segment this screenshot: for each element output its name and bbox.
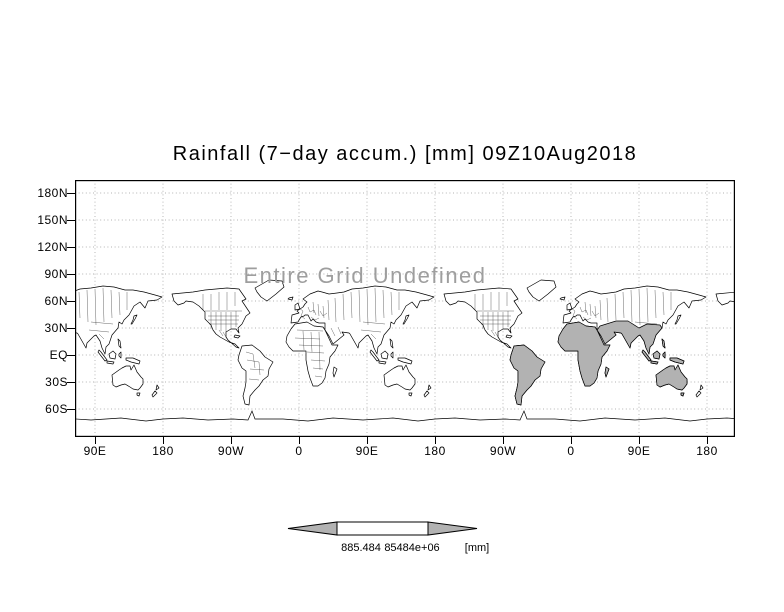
y-tick bbox=[67, 247, 75, 249]
x-tick bbox=[707, 437, 709, 444]
x-axis-label: 90W bbox=[489, 444, 517, 458]
y-axis-label: 120N bbox=[37, 240, 68, 254]
y-tick bbox=[67, 220, 75, 222]
x-tick bbox=[95, 437, 97, 444]
x-axis-label: 90E bbox=[627, 444, 651, 458]
x-tick bbox=[231, 437, 233, 444]
y-tick bbox=[67, 409, 75, 411]
colorbar-right-arrow bbox=[427, 521, 478, 536]
colorbar-max-label: 85484e+06 bbox=[384, 542, 440, 554]
colorbar-unit-label: [mm] bbox=[464, 542, 490, 554]
colorbar-min-label: 885.484 bbox=[341, 542, 381, 554]
y-tick bbox=[67, 355, 75, 357]
world-map bbox=[75, 180, 735, 437]
y-axis-label: 180N bbox=[37, 186, 68, 200]
y-axis-label: 30N bbox=[44, 321, 68, 335]
y-tick bbox=[67, 301, 75, 303]
x-axis-label: 90E bbox=[355, 444, 379, 458]
x-tick bbox=[639, 437, 641, 444]
y-tick bbox=[67, 193, 75, 195]
x-tick bbox=[367, 437, 369, 444]
y-axis-label: 30S bbox=[45, 375, 68, 389]
x-axis-label: 90W bbox=[217, 444, 245, 458]
x-axis-label: 0 bbox=[567, 444, 575, 458]
x-tick bbox=[503, 437, 505, 444]
y-axis-label: 90N bbox=[44, 267, 68, 281]
x-axis-label: 180 bbox=[424, 444, 446, 458]
plot-frame bbox=[75, 180, 735, 437]
x-tick bbox=[571, 437, 573, 444]
y-tick bbox=[67, 274, 75, 276]
map-plot-area: Entire Grid Undefined bbox=[75, 180, 735, 437]
y-axis-label: 150N bbox=[37, 213, 68, 227]
x-axis-label: 0 bbox=[295, 444, 303, 458]
colorbar bbox=[287, 521, 478, 536]
plot-title: Rainfall (7−day accum.) [mm] 09Z10Aug201… bbox=[172, 143, 638, 165]
x-axis-label: 180 bbox=[152, 444, 174, 458]
undefined-grid-message: Entire Grid Undefined bbox=[243, 263, 487, 288]
shaded-regions bbox=[509, 320, 688, 406]
colorbar-cell bbox=[336, 521, 429, 536]
y-axis-label: EQ bbox=[49, 348, 68, 362]
x-tick bbox=[435, 437, 437, 444]
y-axis-label: 60N bbox=[44, 294, 68, 308]
x-axis-label: 180 bbox=[696, 444, 718, 458]
x-axis-label: 90E bbox=[83, 444, 107, 458]
y-tick bbox=[67, 328, 75, 330]
y-axis-label: 60S bbox=[45, 402, 68, 416]
y-tick bbox=[67, 382, 75, 384]
x-tick bbox=[163, 437, 165, 444]
x-tick bbox=[299, 437, 301, 444]
colorbar-left-arrow bbox=[287, 521, 338, 536]
